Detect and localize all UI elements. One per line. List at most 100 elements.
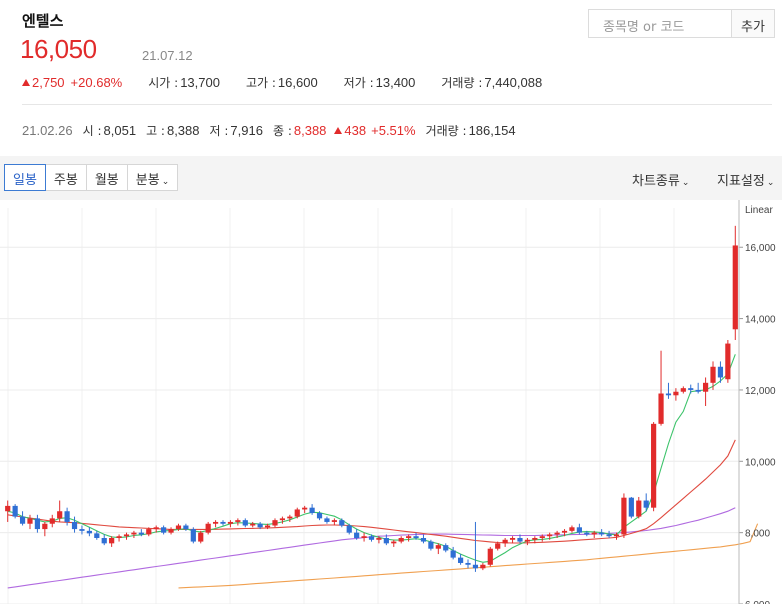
- chart-toolbar: 일봉 주봉 월봉 분봉 ⌄ 차트종류 ⌄ 지표설정 ⌄: [0, 156, 782, 200]
- candle-body: [86, 530, 92, 534]
- indicator-settings-button[interactable]: 지표설정 ⌄: [717, 170, 774, 189]
- tab-monthly[interactable]: 월봉: [86, 164, 128, 191]
- candle-body: [49, 518, 55, 524]
- arrow-up-icon: [334, 127, 343, 134]
- candle-body: [42, 523, 48, 530]
- candle-body: [613, 534, 620, 537]
- candle-body: [64, 511, 70, 522]
- candle-body: [428, 541, 434, 549]
- candle-body: [71, 521, 78, 530]
- candle-body: [34, 518, 41, 530]
- candle-body: [339, 520, 345, 526]
- candle-body: [628, 497, 634, 517]
- candle-body: [198, 532, 204, 542]
- candle-body: [569, 527, 575, 531]
- candle-body: [5, 505, 11, 512]
- hover-high-label: 고 :: [146, 124, 165, 138]
- chevron-down-icon: ⌄: [161, 177, 170, 187]
- candle-body: [316, 513, 323, 519]
- stock-search-input[interactable]: 종목명 or 코드: [588, 9, 732, 38]
- chart-type-button[interactable]: 차트종류 ⌄: [632, 170, 689, 189]
- candle-body: [190, 529, 196, 542]
- candle-body: [472, 564, 479, 569]
- hover-low-label: 저 :: [209, 124, 229, 138]
- chart-type-label: 차트종류: [632, 174, 680, 189]
- candle-body: [420, 538, 427, 542]
- candle-body: [665, 393, 672, 396]
- candle-body: [27, 518, 33, 524]
- candle-body: [153, 527, 159, 530]
- candle-body: [732, 245, 738, 330]
- candle-body: [109, 538, 115, 544]
- price-axis: 16,000 14,000 12,000 10,000 8,000 6,000 Linear: [738, 200, 776, 604]
- chevron-down-icon: ⌄: [681, 178, 690, 188]
- candle-body: [495, 543, 501, 549]
- candlestick-chart[interactable]: 16,000 14,000 12,000 10,000 8,000 6,000 Linear: [0, 200, 782, 604]
- candle-body: [354, 532, 360, 538]
- add-button[interactable]: 추가: [731, 9, 775, 38]
- candle-body: [487, 548, 493, 565]
- candle-body: [517, 538, 523, 542]
- candle-body: [324, 518, 330, 522]
- candle-body: [480, 564, 486, 569]
- tab-daily[interactable]: 일봉: [4, 164, 46, 191]
- volume-value: 7,440,088: [484, 75, 543, 90]
- candle-body: [532, 538, 538, 540]
- candle-body: [101, 538, 107, 544]
- candle-body: [57, 511, 63, 519]
- chart-grid: [0, 208, 739, 604]
- candle-body: [547, 534, 553, 537]
- candle-body: [227, 521, 234, 524]
- candle-body: [161, 527, 167, 533]
- candle-body: [183, 525, 189, 530]
- candle-body: [383, 538, 389, 544]
- candle-body: [599, 532, 605, 535]
- hover-change-pct: +5.51%: [371, 123, 416, 138]
- candle-body: [443, 545, 449, 551]
- candle-body: [346, 525, 352, 533]
- candle-body: [636, 500, 642, 517]
- candle-body: [235, 520, 241, 522]
- price-summary: 2,750 +20.68% 시가 : 13,700 고가 : 16,600 저가…: [22, 74, 542, 91]
- candle-body: [287, 516, 293, 519]
- candles: [5, 225, 738, 572]
- candle-body: [450, 550, 456, 558]
- volume-label: 거래량 :: [441, 76, 483, 90]
- price-change-pct: +20.68%: [70, 75, 123, 90]
- hover-open-label: 시 :: [82, 124, 102, 138]
- candle-body: [680, 388, 686, 392]
- candle-body: [688, 388, 694, 390]
- candle-body: [725, 343, 731, 380]
- open-label: 시가 :: [148, 76, 179, 90]
- open-value: 13,700: [180, 75, 220, 90]
- candle-body: [465, 562, 471, 565]
- candle-body: [257, 523, 263, 528]
- stock-name: 엔텔스: [22, 13, 64, 30]
- period-tabs: 일봉 주봉 월봉 분봉 ⌄: [4, 164, 179, 191]
- candle-body: [502, 539, 508, 544]
- candle-body: [509, 538, 516, 540]
- candle-body: [212, 521, 219, 524]
- candle-body: [695, 389, 701, 392]
- hover-close-label: 종 :: [272, 124, 292, 138]
- y-tick-label: 8,000: [745, 529, 770, 540]
- candle-body: [621, 497, 627, 535]
- ma120-line: [178, 523, 759, 589]
- candle-body: [168, 529, 174, 533]
- candle-body: [524, 539, 531, 542]
- candle-body: [673, 391, 679, 396]
- candle-body: [658, 393, 664, 424]
- tab-weekly[interactable]: 주봉: [45, 164, 87, 191]
- candle-body: [457, 557, 464, 563]
- tab-minute[interactable]: 분봉 ⌄: [127, 164, 179, 191]
- candle-body: [302, 507, 308, 510]
- candle-body: [368, 536, 375, 540]
- candle-body: [272, 520, 278, 526]
- indicator-label: 지표설정: [717, 174, 765, 189]
- candle-body: [242, 520, 248, 526]
- y-tick-label: 14,000: [745, 315, 776, 326]
- price-change: 2,750: [32, 75, 65, 90]
- candle-body: [205, 523, 211, 533]
- hover-summary: 21.02.26 시 : 8,051 고 : 8,388 저 : 7,916 종…: [22, 122, 516, 139]
- candle-body: [413, 536, 419, 538]
